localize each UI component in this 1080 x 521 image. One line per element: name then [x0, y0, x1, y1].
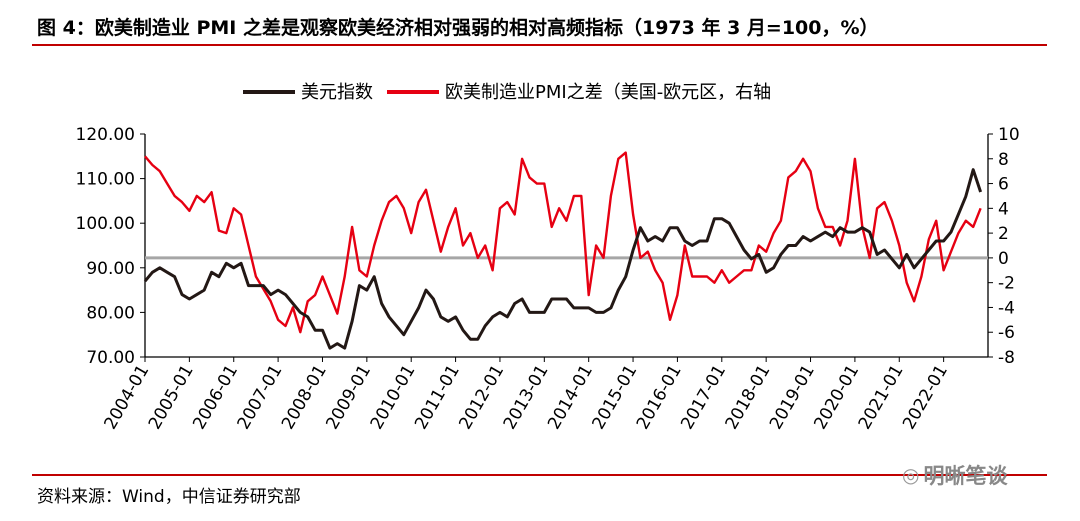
watermark-text: 明晰笔谈 [923, 464, 1008, 488]
legend-item-dollar-index: 美元指数 [243, 82, 373, 103]
left-tick-label: 90.00 [86, 259, 135, 279]
legend-item-pmi-diff: 欧美制造业PMI之差（美国-欧元区，右轴 [387, 82, 771, 103]
right-tick-label: -6 [998, 323, 1015, 343]
right-tick-label: 8 [998, 150, 1009, 170]
series-line-pmi-diff [144, 151, 982, 334]
series-line-dollar-index [143, 168, 983, 350]
left-tick-label: 120.00 [76, 125, 135, 145]
left-tick-label: 70.00 [86, 348, 135, 368]
watermark: ◎ 明晰笔谈 [902, 460, 1007, 490]
right-tick-label: 6 [998, 175, 1009, 195]
right-tick-label: 10 [998, 125, 1020, 145]
legend: 美元指数 欧美制造业PMI之差（美国-欧元区，右轴 [243, 82, 771, 103]
left-tick-label: 100.00 [76, 214, 135, 234]
chart-canvas: 美元指数 欧美制造业PMI之差（美国-欧元区，右轴 70.00 80.00 90.00… [76, 82, 1020, 433]
legend-label: 欧美制造业PMI之差（美国-欧元区，右轴 [445, 82, 771, 103]
legend-label: 美元指数 [301, 82, 373, 103]
chart-title: 图 4：欧美制造业 PMI 之差是观察欧美经济相对强弱的相对高频指标（1973 … [37, 17, 879, 39]
title-divider [32, 44, 1047, 46]
right-tick-label: -2 [998, 274, 1015, 294]
right-tick-label: 4 [998, 199, 1009, 219]
x-axis: 2004-012005-012006-012007-012008-012009-… [100, 356, 988, 433]
left-tick-label: 80.00 [86, 303, 135, 323]
right-tick-label: -8 [998, 348, 1015, 368]
left-tick-label: 110.00 [76, 170, 135, 190]
right-tick-label: 0 [998, 249, 1009, 269]
source-note: 资料来源：Wind，中信证券研究部 [37, 487, 301, 507]
left-axis: 70.00 80.00 90.00 100.00 110.00 120.00 [76, 125, 146, 368]
right-tick-label: -4 [998, 298, 1015, 318]
right-tick-label: 2 [998, 224, 1009, 244]
right-axis: -8 -6 -4 -2 0 2 4 6 8 10 [987, 125, 1020, 368]
footer-divider [32, 474, 1047, 476]
series-lines [143, 151, 983, 350]
wechat-icon: ◎ [902, 463, 920, 487]
